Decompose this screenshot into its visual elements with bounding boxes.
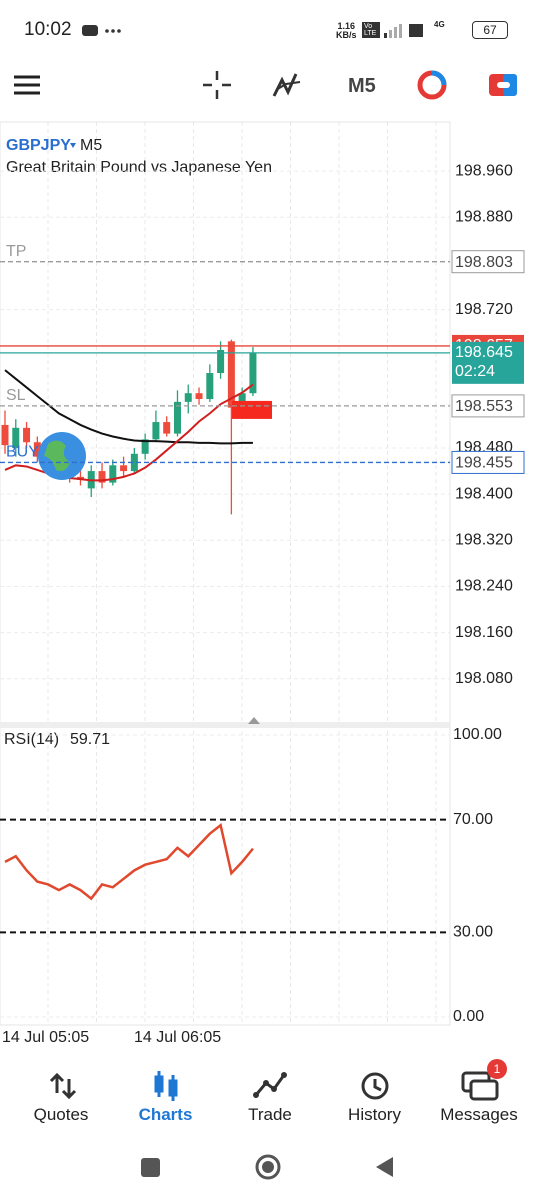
nav-label: Messages xyxy=(440,1105,518,1124)
clock: 10:02 xyxy=(24,19,72,40)
level-name: BUY xyxy=(6,444,39,461)
candle-body xyxy=(238,393,246,408)
candle-body xyxy=(130,453,138,472)
candle-body xyxy=(217,349,225,374)
nav-icon xyxy=(49,1072,77,1100)
candle-body xyxy=(1,424,9,446)
candle-body xyxy=(227,341,235,408)
level-price-box xyxy=(451,250,525,274)
bottom-nav: Quotes Charts Trade History Messages 1 xyxy=(0,1055,540,1135)
rsi-tick-label: 70.00 xyxy=(453,811,493,828)
nav-label: Charts xyxy=(138,1105,193,1124)
level-price: 198.455 xyxy=(455,455,513,472)
nav-label: Trade xyxy=(248,1105,292,1124)
nav-icon xyxy=(154,1071,177,1101)
candle-body xyxy=(163,422,171,434)
panel-separator xyxy=(0,722,450,728)
network: 4G xyxy=(434,20,445,29)
symbol-description: Great Britain Pound vs Japanese Yen xyxy=(6,159,272,176)
rsi-tick-label: 30.00 xyxy=(453,924,493,941)
signal xyxy=(384,24,423,38)
rsi-value: 59.71 xyxy=(70,731,110,748)
net-speed: 1.16 KB/s xyxy=(336,22,357,40)
candle-body xyxy=(98,471,106,483)
y-tick-label: 198.160 xyxy=(455,624,513,641)
globe-land xyxy=(44,440,70,471)
y-tick-label: 198.320 xyxy=(455,532,513,549)
candle-body xyxy=(120,465,128,472)
bid-box xyxy=(452,341,524,384)
y-tick-label: 198.880 xyxy=(455,209,513,226)
candle-body xyxy=(195,393,203,399)
recents-button[interactable] xyxy=(141,1158,160,1177)
bid-price: 198.645 xyxy=(455,344,513,361)
rsi-tick-label: 100.00 xyxy=(453,726,502,743)
time-label: 14 Jul 05:05 xyxy=(2,1029,89,1046)
candle-body xyxy=(109,465,117,483)
toolbar: M5 xyxy=(0,60,540,120)
y-tick-label: 198.080 xyxy=(455,670,513,687)
candle-body xyxy=(184,393,192,402)
nav-icon xyxy=(253,1072,287,1098)
y-tick-label: 198.400 xyxy=(455,485,513,502)
nav-label: Quotes xyxy=(33,1105,89,1124)
candle-body xyxy=(141,439,149,454)
candle-body xyxy=(12,427,20,449)
symbol[interactable]: GBPJPY xyxy=(6,137,71,154)
candle-body xyxy=(249,352,257,394)
system-nav xyxy=(141,1154,393,1180)
candle-body xyxy=(206,373,214,399)
level-price-box xyxy=(451,450,525,474)
badge: 1 xyxy=(487,1059,507,1079)
plot-frame xyxy=(0,121,451,1026)
symbol-dropdown[interactable] xyxy=(70,143,76,148)
candle-body xyxy=(33,442,41,457)
status-icons xyxy=(82,25,121,36)
level-name: SL xyxy=(6,387,26,404)
nav-icon xyxy=(361,1072,388,1100)
rsi-tick-label: 0.00 xyxy=(453,1008,484,1025)
speed-unit: KB/s xyxy=(336,30,357,40)
speed: 1.16 xyxy=(337,21,356,31)
nav-icon xyxy=(461,1071,499,1101)
rsi-line xyxy=(4,823,254,901)
time-label: 14 Jul 06:05 xyxy=(134,1029,221,1046)
order-marker xyxy=(232,400,272,419)
nav-label: History xyxy=(348,1105,401,1124)
y-tick-label: 198.960 xyxy=(455,162,513,179)
level-price-box xyxy=(451,394,525,418)
back-button[interactable] xyxy=(376,1157,393,1177)
home-dot xyxy=(262,1161,274,1173)
rsi-title: RSI(14) xyxy=(4,731,59,748)
battery: 67 xyxy=(472,21,508,39)
level-price: 198.803 xyxy=(455,254,513,271)
timeframe-button[interactable]: M5 xyxy=(348,75,376,97)
level-price: 198.553 xyxy=(455,398,513,415)
toolbar-icons[interactable] xyxy=(0,60,540,120)
bar-countdown: 02:24 xyxy=(455,363,495,380)
chart-timeframe: M5 xyxy=(80,137,102,154)
chart: GBPJPY M5 Great Britain Pound vs Japanes… xyxy=(0,121,525,1046)
status-bar: 10:02 1.16 KB/s Vo LTE 4G 67 xyxy=(0,0,540,60)
vertical-grid xyxy=(47,122,437,1025)
volte: Vo LTE xyxy=(362,22,380,38)
level-name: TP xyxy=(6,243,26,260)
candle-body xyxy=(152,422,160,440)
moving-average xyxy=(4,369,253,445)
candle-body xyxy=(23,427,31,443)
candle-body xyxy=(173,401,181,434)
home-button[interactable] xyxy=(255,1154,281,1180)
y-tick-label: 198.720 xyxy=(455,301,513,318)
separator-handle[interactable] xyxy=(248,717,260,724)
y-tick-label: 198.240 xyxy=(455,578,513,595)
